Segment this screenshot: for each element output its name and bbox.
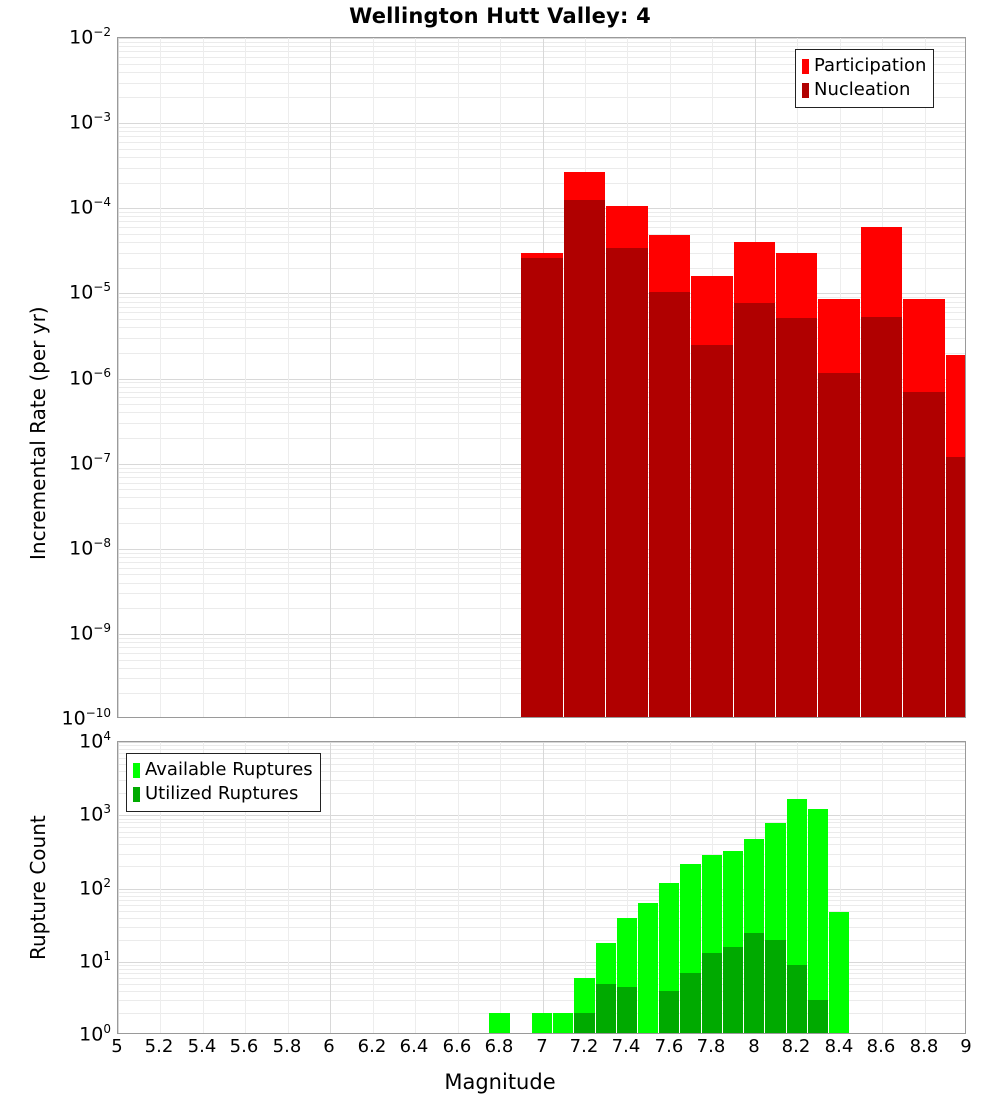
bar-nucleation (861, 317, 902, 718)
bar-nucleation (521, 258, 563, 718)
y-tick-label: 10−7 (69, 452, 111, 473)
legend-label-available-ruptures: Available Ruptures (145, 761, 313, 779)
legend-label-participation: Participation (814, 57, 926, 75)
bar-nucleation (776, 318, 817, 718)
nucleation-swatch (802, 83, 809, 98)
bar-utilized-ruptures (765, 940, 786, 1034)
legend-label-nucleation: Nucleation (814, 81, 910, 99)
y-tick-label: 103 (79, 803, 111, 824)
figure-root: Wellington Hutt Valley: 4 10−2 10−3 10−4 10… (0, 0, 1000, 1100)
y-tick-label: 10−4 (69, 196, 111, 217)
bar-nucleation (946, 457, 966, 718)
bar-nucleation (818, 373, 860, 718)
x-tick-label: 9 (936, 1038, 996, 1056)
bar-nucleation (903, 392, 945, 718)
participation-swatch (802, 59, 809, 74)
legend-bottom: Available Ruptures Utilized Ruptures (126, 753, 321, 812)
y-tick-label: 10−9 (69, 622, 111, 643)
bar-nucleation (649, 292, 690, 718)
bar-utilized-ruptures (617, 987, 637, 1034)
y-tick-label: 102 (79, 877, 111, 898)
bar-available-ruptures (489, 1013, 510, 1034)
utilized-ruptures-swatch (133, 787, 140, 802)
bars-top (118, 38, 965, 717)
bar-utilized-ruptures (596, 984, 616, 1034)
legend-item-participation: Participation (802, 54, 926, 78)
y-axis-label-bottom: Rupture Count (26, 815, 50, 960)
bar-nucleation (691, 345, 733, 718)
bar-utilized-ruptures (723, 947, 743, 1034)
y-tick-label: 10−5 (69, 281, 111, 302)
page-title: Wellington Hutt Valley: 4 (0, 4, 1000, 28)
bar-nucleation (564, 200, 605, 718)
bar-utilized-ruptures (659, 991, 679, 1034)
legend-item-utilized-ruptures: Utilized Ruptures (133, 782, 313, 806)
legend-item-available-ruptures: Available Ruptures (133, 758, 313, 782)
y-tick-label: 104 (79, 730, 111, 751)
bar-nucleation (606, 248, 648, 718)
y-tick-label: 10−2 (69, 26, 111, 47)
bar-utilized-ruptures (574, 1013, 595, 1034)
incremental-rate-plot (117, 37, 966, 718)
bar-utilized-ruptures (702, 953, 722, 1034)
legend-top: Participation Nucleation (795, 49, 934, 108)
y-tick-label: 10−8 (69, 537, 111, 558)
bar-available-ruptures (532, 1013, 552, 1034)
bar-utilized-ruptures (680, 973, 701, 1034)
y-tick-label: 10−10 (61, 707, 111, 728)
legend-label-utilized-ruptures: Utilized Ruptures (145, 785, 298, 803)
bar-utilized-ruptures (787, 965, 807, 1034)
y-tick-label: 10−3 (69, 111, 111, 132)
bar-available-ruptures (638, 903, 658, 1034)
available-ruptures-swatch (133, 763, 140, 778)
bar-nucleation (734, 303, 775, 718)
bar-available-ruptures (553, 1013, 573, 1034)
y-tick-label: 10−6 (69, 367, 111, 388)
y-axis-label-top: Incremental Rate (per yr) (26, 306, 50, 560)
bar-utilized-ruptures (808, 1000, 828, 1034)
y-tick-label: 101 (79, 950, 111, 971)
bar-available-ruptures (829, 912, 849, 1034)
legend-item-nucleation: Nucleation (802, 78, 926, 102)
x-axis-label: Magnitude (0, 1070, 1000, 1094)
bar-utilized-ruptures (744, 933, 764, 1034)
